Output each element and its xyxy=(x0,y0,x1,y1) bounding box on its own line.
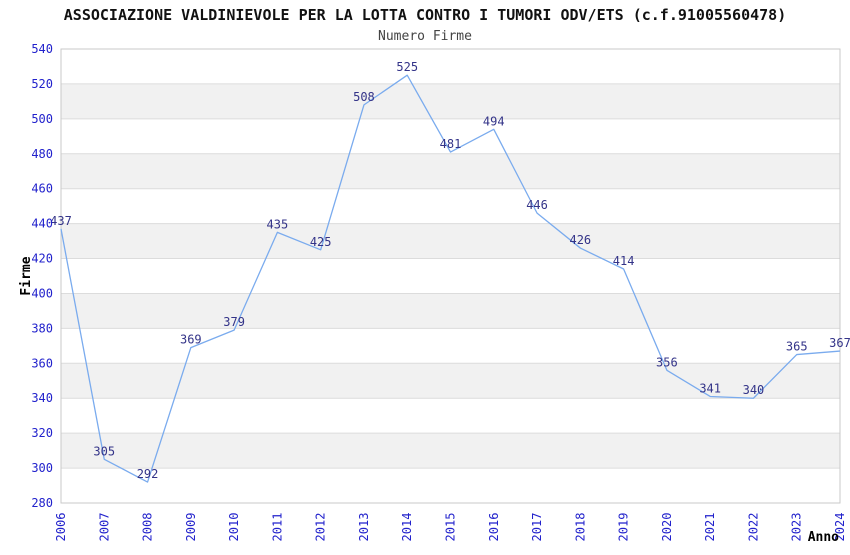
data-point-label: 525 xyxy=(396,60,418,74)
y-tick-label: 320 xyxy=(31,426,53,440)
x-tick-label: 2012 xyxy=(314,513,328,542)
y-tick-label: 420 xyxy=(31,252,53,266)
x-axis-title: Anno xyxy=(808,530,839,545)
y-tick-label: 480 xyxy=(31,147,53,161)
y-tick-label: 280 xyxy=(31,496,53,510)
data-point-label: 508 xyxy=(353,90,375,104)
x-tick-label: 2011 xyxy=(270,513,284,542)
alt-band xyxy=(61,293,840,329)
data-point-label: 292 xyxy=(137,467,159,481)
y-tick-label: 400 xyxy=(31,286,53,300)
x-tick-label: 2022 xyxy=(746,513,760,542)
x-tick-label: 2009 xyxy=(184,513,198,542)
y-axis-title: Firme xyxy=(19,256,34,295)
data-point-label: 369 xyxy=(180,333,202,347)
data-point-label: 340 xyxy=(743,383,765,397)
x-tick-layer: 2006 2007 2008 2009 2010 2011 2012 2013 2014 2015… xyxy=(54,513,847,542)
alt-band xyxy=(61,433,840,469)
data-point-label: 446 xyxy=(526,198,548,212)
data-point-label: 305 xyxy=(93,444,115,458)
data-label-layer: 437 305 292 369 379 435 425 508 525 481 494 446 426 4… xyxy=(50,60,850,481)
bands-layer xyxy=(61,83,840,469)
x-tick-label: 2010 xyxy=(227,513,241,542)
data-point-label: 379 xyxy=(223,315,245,329)
x-tick-label: 2021 xyxy=(703,513,717,542)
alt-band xyxy=(61,363,840,399)
x-tick-label: 2006 xyxy=(54,513,68,542)
chart-subtitle: Numero Firme xyxy=(378,29,472,44)
data-point-label: 367 xyxy=(829,336,850,350)
y-tick-label: 360 xyxy=(31,356,53,370)
x-tick-label: 2013 xyxy=(357,513,371,542)
x-tick-label: 2020 xyxy=(660,513,674,542)
x-tick-label: 2019 xyxy=(617,513,631,542)
data-point-label: 426 xyxy=(569,233,591,247)
plot-border xyxy=(60,48,841,504)
line-layer xyxy=(60,74,841,483)
data-point-label: 494 xyxy=(483,114,505,128)
x-tick-label: 2015 xyxy=(444,513,458,542)
data-point-label: 341 xyxy=(699,381,721,395)
x-tick-label: 2016 xyxy=(487,513,501,542)
alt-band xyxy=(61,223,840,259)
x-tick-label: 2007 xyxy=(97,513,111,542)
y-tick-label: 380 xyxy=(31,321,53,335)
data-point-label: 414 xyxy=(613,254,635,268)
data-point-label: 356 xyxy=(656,355,678,369)
y-tick-label: 300 xyxy=(31,461,53,475)
x-tick-label: 2014 xyxy=(400,513,414,542)
alt-band xyxy=(61,153,840,189)
data-line xyxy=(60,74,841,483)
data-point-label: 425 xyxy=(310,235,332,249)
y-tick-label: 520 xyxy=(31,77,53,91)
x-tick-label: 2024 xyxy=(833,513,847,542)
y-tick-label: 540 xyxy=(31,42,53,56)
x-tick-label: 2023 xyxy=(790,513,804,542)
frame-layer xyxy=(60,48,841,504)
chart-title: ASSOCIAZIONE VALDINIEVOLE PER LA LOTTA C… xyxy=(64,6,786,24)
data-point-label: 481 xyxy=(440,137,462,151)
y-tick-label: 500 xyxy=(31,112,53,126)
data-point-label: 365 xyxy=(786,340,808,354)
data-point-label: 435 xyxy=(267,217,289,231)
alt-band xyxy=(61,83,840,119)
x-tick-label: 2008 xyxy=(141,513,155,542)
y-tick-layer: 280 300 320 340 360 380 400 420 440 460 480 500 520 5… xyxy=(31,42,53,510)
x-tick-label: 2018 xyxy=(573,513,587,542)
y-tick-label: 440 xyxy=(31,217,53,231)
y-tick-label: 340 xyxy=(31,391,53,405)
data-point-label: 437 xyxy=(50,214,72,228)
x-tick-label: 2017 xyxy=(530,513,544,542)
y-tick-label: 460 xyxy=(31,182,53,196)
